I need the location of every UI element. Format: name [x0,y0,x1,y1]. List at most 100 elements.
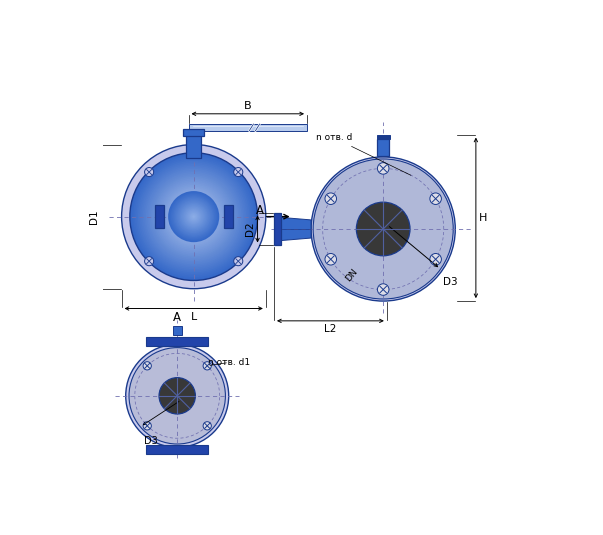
Circle shape [154,177,233,256]
Circle shape [149,172,238,261]
Circle shape [145,167,154,177]
FancyBboxPatch shape [377,135,390,139]
Circle shape [190,213,198,220]
Circle shape [178,201,210,233]
FancyBboxPatch shape [377,139,389,156]
Circle shape [191,213,197,220]
FancyBboxPatch shape [147,445,208,454]
Circle shape [192,215,195,218]
Circle shape [191,214,196,219]
Text: D2: D2 [245,221,255,236]
Circle shape [188,210,200,223]
Text: L: L [191,312,197,322]
Text: L2: L2 [324,324,336,334]
Text: A: A [173,311,182,324]
Circle shape [172,195,215,239]
Circle shape [325,193,336,204]
Circle shape [192,216,195,218]
Circle shape [188,210,200,223]
Circle shape [162,185,226,249]
Circle shape [183,205,205,228]
Circle shape [182,205,205,228]
Circle shape [168,191,219,242]
Circle shape [152,175,235,258]
Circle shape [134,158,253,276]
Circle shape [163,186,224,247]
Circle shape [178,201,209,232]
Circle shape [165,188,223,246]
Circle shape [181,204,206,230]
Circle shape [159,181,229,252]
Polygon shape [282,217,311,241]
Circle shape [145,257,154,266]
Circle shape [234,257,243,266]
Circle shape [170,193,218,241]
FancyBboxPatch shape [183,128,204,136]
Circle shape [136,159,251,274]
Text: B: B [244,102,251,111]
Circle shape [189,212,198,221]
Text: H: H [479,213,487,223]
Text: DN: DN [344,267,359,283]
Circle shape [179,202,208,231]
Circle shape [356,202,410,256]
Circle shape [139,162,248,271]
Circle shape [377,163,389,174]
Circle shape [171,194,216,240]
Circle shape [430,254,441,265]
Circle shape [311,157,455,301]
Text: D3: D3 [144,436,158,446]
Circle shape [169,193,218,241]
Circle shape [325,254,336,265]
Circle shape [143,422,151,430]
Text: D3: D3 [443,277,457,287]
Text: D1: D1 [89,209,98,224]
Circle shape [166,189,221,244]
Circle shape [144,167,243,266]
Circle shape [159,378,195,414]
Circle shape [171,194,216,239]
Circle shape [174,197,213,236]
Circle shape [131,155,256,279]
Circle shape [189,211,199,221]
Circle shape [129,348,226,444]
Circle shape [185,208,203,226]
Circle shape [234,167,243,177]
Circle shape [160,183,227,250]
Circle shape [143,165,245,268]
Circle shape [177,200,210,233]
Circle shape [313,159,453,299]
Circle shape [377,284,389,295]
Circle shape [173,196,215,238]
Text: A: A [256,204,264,217]
Circle shape [176,199,211,234]
Circle shape [125,345,229,447]
Circle shape [138,160,250,272]
Circle shape [157,180,230,254]
FancyBboxPatch shape [172,326,182,335]
FancyBboxPatch shape [147,338,208,346]
Circle shape [173,196,214,237]
FancyBboxPatch shape [224,205,233,228]
FancyBboxPatch shape [186,134,201,158]
Circle shape [183,207,204,227]
Circle shape [151,173,237,259]
Circle shape [146,169,242,264]
Circle shape [184,207,203,226]
Circle shape [203,422,211,430]
Circle shape [141,164,247,269]
Circle shape [203,362,211,370]
FancyBboxPatch shape [154,205,163,228]
Circle shape [147,170,240,263]
Circle shape [174,197,213,236]
Circle shape [122,144,266,289]
Circle shape [180,203,208,231]
Circle shape [186,209,201,224]
Text: n отв. d: n отв. d [316,133,411,175]
Circle shape [430,193,441,204]
Circle shape [181,204,206,230]
FancyBboxPatch shape [189,124,307,131]
FancyBboxPatch shape [274,212,282,246]
Circle shape [130,153,257,280]
Text: n отв. d1: n отв. d1 [208,358,250,367]
